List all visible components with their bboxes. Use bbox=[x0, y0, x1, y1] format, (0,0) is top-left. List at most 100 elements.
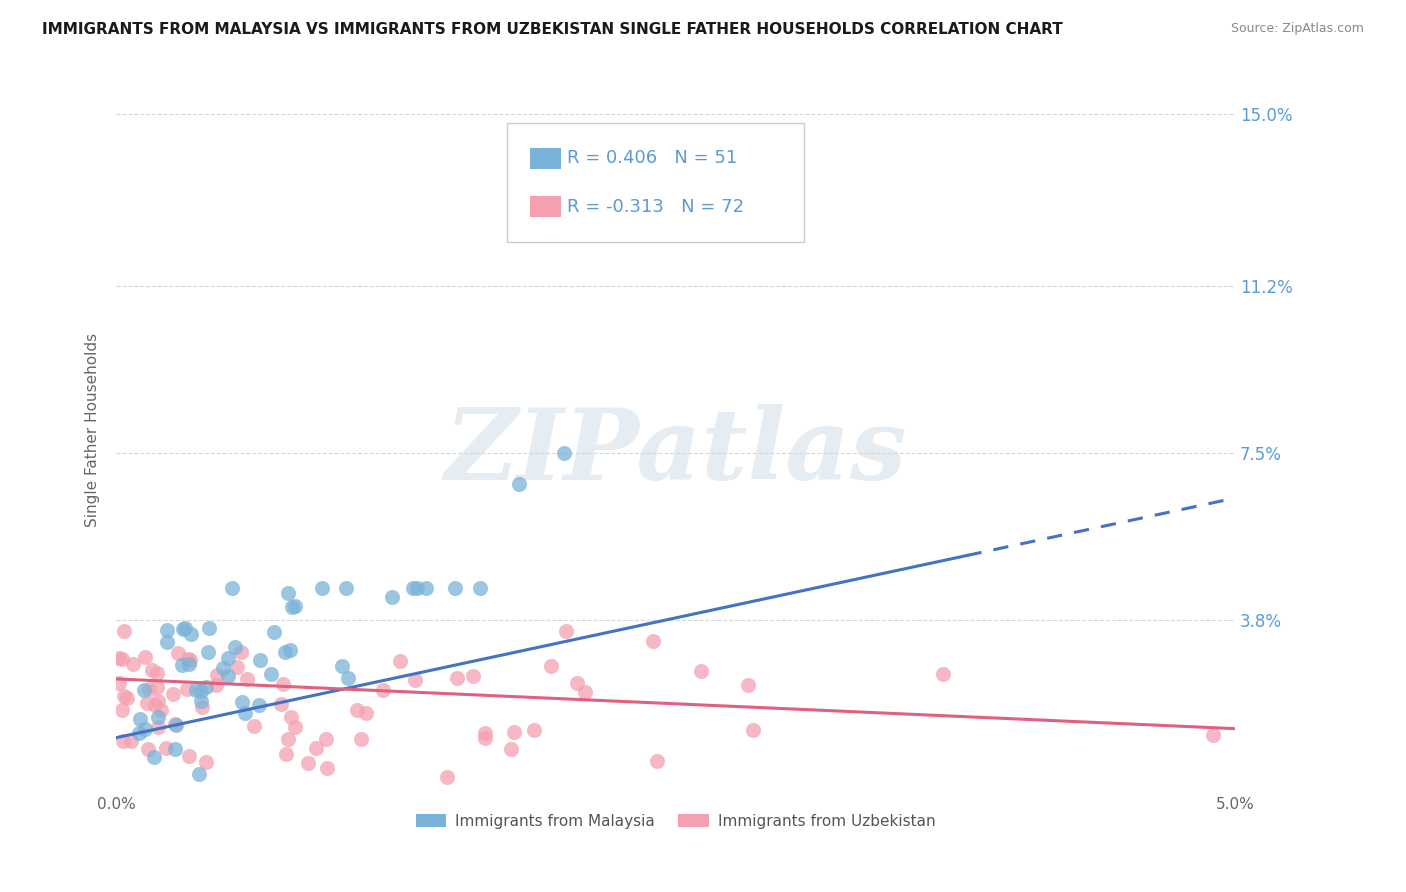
Point bbox=[402, 582, 425, 596]
Point bbox=[737, 678, 759, 692]
Point bbox=[150, 703, 173, 717]
Point bbox=[198, 621, 221, 635]
Point bbox=[276, 747, 298, 761]
Legend: Immigrants from Malaysia, Immigrants from Uzbekistan: Immigrants from Malaysia, Immigrants fro… bbox=[409, 807, 942, 835]
Point bbox=[461, 669, 484, 683]
Point bbox=[278, 642, 301, 657]
Point bbox=[499, 742, 522, 756]
Point bbox=[138, 682, 160, 697]
Point bbox=[540, 659, 562, 673]
Point bbox=[132, 683, 155, 698]
Point bbox=[229, 645, 252, 659]
Point bbox=[179, 653, 201, 667]
Point bbox=[1201, 728, 1223, 742]
Point bbox=[446, 671, 468, 685]
Point bbox=[184, 683, 207, 698]
Point bbox=[270, 697, 292, 711]
Point bbox=[134, 722, 156, 736]
Point bbox=[190, 693, 212, 707]
Point bbox=[284, 599, 307, 614]
Point bbox=[415, 582, 437, 596]
Text: Source: ZipAtlas.com: Source: ZipAtlas.com bbox=[1230, 22, 1364, 36]
Point bbox=[190, 683, 212, 698]
Point bbox=[146, 694, 169, 708]
Point bbox=[217, 669, 239, 683]
Point bbox=[574, 685, 596, 699]
Point bbox=[156, 635, 179, 649]
Point bbox=[315, 732, 337, 747]
Point bbox=[474, 731, 496, 745]
Point bbox=[354, 706, 377, 720]
Point bbox=[406, 582, 429, 596]
Point bbox=[141, 663, 163, 677]
Point bbox=[187, 766, 209, 780]
Point bbox=[177, 652, 200, 666]
Point bbox=[195, 680, 218, 694]
Point bbox=[197, 645, 219, 659]
Point bbox=[162, 687, 184, 701]
Point bbox=[170, 657, 193, 672]
Point bbox=[110, 703, 132, 717]
Point bbox=[444, 582, 467, 596]
Point bbox=[134, 649, 156, 664]
Point bbox=[190, 699, 212, 714]
Point bbox=[128, 725, 150, 739]
Point bbox=[335, 582, 357, 596]
Point bbox=[180, 626, 202, 640]
Point bbox=[330, 658, 353, 673]
Point bbox=[173, 622, 195, 636]
Point bbox=[273, 645, 295, 659]
Point bbox=[555, 624, 578, 639]
Text: R = -0.313   N = 72: R = -0.313 N = 72 bbox=[567, 198, 744, 216]
Point bbox=[641, 634, 664, 648]
Point bbox=[280, 599, 302, 614]
Point bbox=[235, 672, 257, 686]
Point bbox=[381, 591, 404, 605]
Point bbox=[172, 623, 194, 637]
Point bbox=[231, 695, 253, 709]
Point bbox=[128, 712, 150, 726]
Point bbox=[567, 676, 589, 690]
Point bbox=[523, 723, 546, 738]
Point bbox=[145, 680, 167, 694]
Point bbox=[468, 582, 491, 596]
Point bbox=[502, 724, 524, 739]
Point bbox=[111, 651, 134, 665]
Point bbox=[315, 761, 337, 775]
Point bbox=[155, 741, 177, 756]
Point bbox=[242, 719, 264, 733]
Point bbox=[645, 754, 668, 768]
Point bbox=[474, 726, 496, 740]
Point bbox=[107, 675, 129, 690]
Point bbox=[136, 742, 159, 756]
Point bbox=[598, 188, 620, 202]
Point bbox=[107, 650, 129, 665]
Point bbox=[337, 671, 360, 685]
Point bbox=[179, 657, 201, 671]
Point bbox=[176, 682, 198, 697]
Point bbox=[260, 667, 283, 681]
Point bbox=[163, 717, 186, 731]
Point bbox=[156, 623, 179, 637]
Point bbox=[112, 624, 135, 638]
Point bbox=[136, 696, 159, 710]
Point bbox=[177, 748, 200, 763]
Point bbox=[165, 718, 187, 732]
Point bbox=[205, 678, 228, 692]
Point bbox=[297, 756, 319, 771]
Text: ZIPatlas: ZIPatlas bbox=[444, 404, 907, 500]
Point bbox=[120, 734, 142, 748]
Y-axis label: Single Father Households: Single Father Households bbox=[86, 334, 100, 527]
Point bbox=[263, 624, 285, 639]
Point bbox=[346, 703, 368, 717]
Point bbox=[115, 690, 138, 705]
Point bbox=[143, 749, 166, 764]
Text: IMMIGRANTS FROM MALAYSIA VS IMMIGRANTS FROM UZBEKISTAN SINGLE FATHER HOUSEHOLDS : IMMIGRANTS FROM MALAYSIA VS IMMIGRANTS F… bbox=[42, 22, 1063, 37]
Point bbox=[741, 723, 763, 738]
Point bbox=[226, 660, 249, 674]
Point bbox=[146, 665, 169, 680]
Point bbox=[305, 741, 328, 756]
Point bbox=[217, 651, 239, 665]
Point bbox=[436, 770, 458, 784]
Point bbox=[167, 646, 190, 660]
